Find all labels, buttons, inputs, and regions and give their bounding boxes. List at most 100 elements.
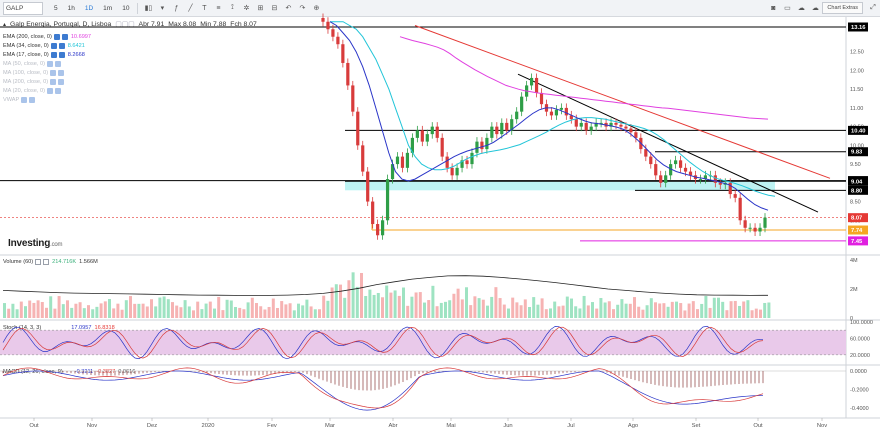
fullscreen-icon[interactable]: ⤢ bbox=[870, 4, 876, 11]
volume-bar bbox=[591, 302, 594, 318]
candle bbox=[415, 130, 419, 138]
volume-bar bbox=[435, 306, 439, 318]
price-tick-label: 11.00 bbox=[850, 106, 863, 112]
volume-bar bbox=[662, 303, 666, 318]
price-badge bbox=[848, 176, 868, 186]
indicator-close-icon[interactable] bbox=[54, 87, 61, 94]
macd-legend: MACD (12, 26, close, 9) -0.3211 -0.3827 … bbox=[3, 369, 135, 375]
indicator-label: MA (100, close, 0) bbox=[3, 69, 49, 76]
volume-bar bbox=[217, 296, 221, 318]
symbol-search-input[interactable]: GALP bbox=[3, 1, 43, 15]
candle bbox=[584, 122, 588, 131]
indicator-settings-icon[interactable] bbox=[46, 87, 53, 94]
volume-bar bbox=[339, 284, 342, 318]
indicator-close-icon[interactable] bbox=[58, 69, 65, 76]
volume-bar bbox=[91, 309, 95, 318]
indicator-icon[interactable]: ƒ bbox=[174, 4, 179, 12]
time-tick-label: Mai bbox=[446, 423, 455, 429]
layout-icon[interactable]: ▭ bbox=[784, 5, 791, 12]
candle-type-icon[interactable]: ▮▯ bbox=[144, 5, 153, 12]
multi-chart-icon[interactable]: ⊟ bbox=[271, 5, 278, 12]
volume-bar bbox=[57, 296, 61, 318]
price-tick-label: 7.50 bbox=[850, 237, 861, 243]
volume-bar bbox=[385, 285, 389, 318]
header-collapse-icon[interactable]: ▴ bbox=[3, 21, 7, 28]
indicator-settings-icon[interactable] bbox=[50, 51, 57, 58]
redo-icon[interactable]: ↷ bbox=[299, 5, 306, 12]
pane-settings-icon[interactable] bbox=[35, 259, 42, 265]
indicator-close-icon[interactable] bbox=[29, 96, 36, 103]
cloud-save-icon[interactable]: ☁ bbox=[797, 5, 805, 12]
fibonacci-icon[interactable]: ≡ bbox=[216, 4, 221, 12]
volume-bar bbox=[759, 309, 762, 318]
chevron-down-icon[interactable]: ▾ bbox=[160, 5, 165, 12]
interval-10[interactable]: 10 bbox=[122, 4, 130, 12]
candle bbox=[346, 62, 350, 86]
volume-bar bbox=[246, 302, 250, 318]
interval-1h[interactable]: 1h bbox=[67, 4, 75, 12]
volume-bar bbox=[490, 296, 494, 318]
indicator-settings-icon[interactable] bbox=[21, 96, 28, 103]
volume-ma-value: 1.566M bbox=[79, 259, 98, 265]
zoom-icon[interactable]: ⊕ bbox=[313, 5, 320, 12]
volume-tick-label: 4M bbox=[850, 258, 858, 264]
time-tick-label: Nov bbox=[87, 423, 97, 429]
ema17-line bbox=[329, 21, 769, 211]
indicator-settings-icon[interactable] bbox=[46, 60, 53, 67]
indicator-close-icon[interactable] bbox=[58, 78, 65, 85]
pattern-icon[interactable]: ⟟ bbox=[231, 4, 234, 11]
indicator-label: MA (200, close, 0) bbox=[3, 78, 49, 85]
candle bbox=[520, 96, 524, 112]
settings-icon[interactable]: ✲ bbox=[243, 5, 250, 12]
volume-bar bbox=[742, 301, 746, 318]
macd-tick-label: -0.4000 bbox=[850, 406, 869, 412]
interval-1m[interactable]: 1m bbox=[103, 4, 113, 12]
interval-1D[interactable]: 1D bbox=[84, 4, 94, 12]
cloud-load-icon[interactable]: ☁ bbox=[811, 5, 819, 12]
pane-close-icon[interactable] bbox=[43, 259, 50, 265]
indicator-close-icon[interactable] bbox=[54, 60, 61, 67]
indicator-close-icon[interactable] bbox=[61, 33, 68, 40]
candle bbox=[425, 134, 429, 142]
draw-line-icon[interactable]: ╱ bbox=[188, 5, 193, 12]
indicator-close-icon[interactable] bbox=[58, 51, 65, 58]
candle bbox=[713, 175, 717, 183]
volume-bar bbox=[607, 301, 611, 318]
indicator-settings-icon[interactable] bbox=[50, 42, 57, 49]
volume-bar bbox=[721, 301, 725, 318]
indicator-row: MA (100, close, 0) bbox=[3, 68, 91, 77]
volume-bar bbox=[3, 303, 6, 318]
indicator-settings-icon[interactable] bbox=[50, 78, 57, 85]
candle bbox=[465, 160, 469, 165]
candle bbox=[326, 21, 330, 30]
interval-5[interactable]: 5 bbox=[54, 4, 58, 12]
time-tick-label: Abr bbox=[388, 423, 397, 429]
macd-signal-value: -0.3827 bbox=[96, 369, 116, 375]
candle bbox=[574, 119, 578, 127]
indicator-settings-icon[interactable] bbox=[50, 69, 57, 76]
volume-bar bbox=[549, 308, 552, 318]
camera-icon[interactable]: ◙ bbox=[771, 4, 776, 12]
indicator-close-icon[interactable] bbox=[58, 42, 65, 49]
indicator-settings-icon[interactable] bbox=[53, 33, 60, 40]
candle bbox=[376, 224, 380, 236]
volume-bar bbox=[410, 296, 414, 318]
macd-tick-label: 0.0000 bbox=[850, 369, 867, 375]
candle bbox=[748, 227, 752, 229]
volume-bar bbox=[112, 308, 116, 318]
volume-bar bbox=[108, 299, 111, 318]
candle bbox=[609, 122, 613, 127]
support-zone bbox=[345, 181, 775, 191]
volume-bar bbox=[368, 289, 372, 318]
header-controls-icon[interactable]: ▢▢▢ bbox=[115, 21, 135, 28]
volume-bar bbox=[192, 310, 195, 318]
volume-bar bbox=[313, 309, 317, 318]
chart-extras-button[interactable]: Chart Extras bbox=[822, 2, 863, 14]
volume-bar bbox=[498, 298, 502, 318]
compare-icon[interactable]: ⊞ bbox=[257, 5, 264, 12]
text-tool-icon[interactable]: T bbox=[202, 4, 207, 12]
candle bbox=[564, 107, 568, 116]
undo-icon[interactable]: ↶ bbox=[285, 5, 292, 12]
volume-bar bbox=[565, 296, 569, 318]
